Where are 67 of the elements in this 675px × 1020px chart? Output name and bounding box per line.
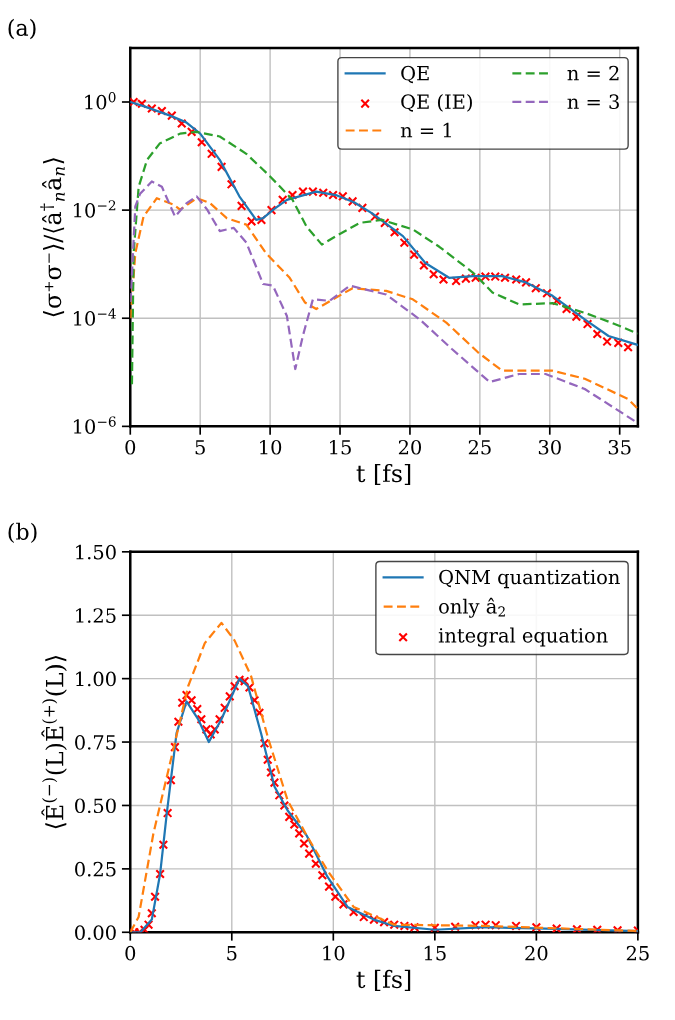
point bbox=[216, 162, 227, 172]
legend-label: QE (IE) bbox=[401, 93, 472, 112]
y-tick-label: 0.00 bbox=[75, 925, 116, 940]
x-tick-label: 0 bbox=[125, 439, 136, 455]
legend-label: only â$_{2}$ bbox=[439, 597, 505, 618]
point bbox=[623, 342, 633, 353]
point bbox=[206, 148, 217, 159]
point bbox=[409, 249, 419, 260]
point bbox=[542, 288, 552, 299]
legend-label: n = 3 bbox=[567, 94, 619, 110]
point bbox=[389, 227, 400, 238]
x-tick-label: 30 bbox=[538, 439, 561, 455]
x-tick-label: 25 bbox=[468, 439, 491, 455]
point bbox=[419, 260, 429, 271]
text: (a) bbox=[8, 18, 36, 40]
point bbox=[399, 237, 410, 248]
point bbox=[186, 127, 197, 137]
point bbox=[176, 118, 187, 129]
x-tick-label: 5 bbox=[227, 946, 237, 961]
text: (b) bbox=[8, 522, 37, 544]
x-tick-label: 20 bbox=[525, 945, 548, 961]
y-tick-label: 1.50 bbox=[76, 544, 116, 560]
y-tick-label: 10$^{−4}$ bbox=[73, 308, 116, 326]
y-tick-label: 0.50 bbox=[75, 798, 116, 814]
y-tick-label: 1.00 bbox=[76, 671, 116, 687]
point bbox=[357, 203, 368, 213]
legend-label: n = 2 bbox=[567, 65, 619, 81]
point bbox=[592, 329, 603, 339]
x-tick-label: 10 bbox=[323, 945, 345, 961]
point bbox=[438, 274, 449, 285]
x-axis-title: t [fs] bbox=[356, 969, 411, 991]
legend-label: QE bbox=[401, 65, 429, 84]
x-tick-label: 25 bbox=[626, 945, 649, 961]
point bbox=[196, 137, 207, 148]
legend-label: QNM quantization bbox=[439, 569, 620, 589]
x-tick-label: 10 bbox=[260, 439, 282, 455]
legend-label: n = 1 bbox=[400, 122, 451, 138]
point bbox=[571, 311, 582, 322]
y-tick-label: 10$^{−6}$ bbox=[73, 416, 116, 434]
x-axis-title: t [fs] bbox=[356, 463, 411, 485]
point bbox=[582, 319, 593, 329]
x-tick-label: 15 bbox=[330, 439, 351, 455]
point bbox=[347, 196, 358, 207]
point bbox=[561, 304, 572, 314]
point bbox=[551, 295, 562, 306]
point bbox=[166, 110, 177, 121]
point bbox=[266, 205, 277, 215]
point bbox=[277, 194, 288, 205]
x-tick-label: 35 bbox=[608, 439, 631, 455]
point bbox=[287, 190, 298, 200]
y-tick-label: 10$^{0}$ bbox=[85, 92, 116, 110]
point bbox=[428, 269, 439, 280]
y-tick-label: 0.75 bbox=[75, 735, 116, 750]
legend-label: integral equation bbox=[438, 627, 608, 647]
point bbox=[226, 179, 237, 190]
y-axis-title: ⟨σ⁺σ⁻⟩/⟨â$^{†}$$_{n}$â$_{n}$⟩ bbox=[40, 158, 65, 317]
point bbox=[236, 201, 247, 211]
point bbox=[530, 283, 541, 294]
x-tick-label: 0 bbox=[125, 945, 136, 961]
x-tick-label: 5 bbox=[195, 440, 205, 455]
y-axis-title: ⟨Ê$^{(−)}$(L)Ê$^{(+)}$(L)⟩ bbox=[41, 656, 67, 829]
point bbox=[370, 211, 380, 222]
y-tick-label: 0.25 bbox=[75, 861, 116, 877]
x-tick-label: 15 bbox=[424, 945, 446, 961]
y-tick-label: 10$^{−2}$ bbox=[73, 200, 116, 218]
x-tick-label: 20 bbox=[398, 439, 422, 455]
y-tick-label: 1.25 bbox=[76, 608, 116, 623]
